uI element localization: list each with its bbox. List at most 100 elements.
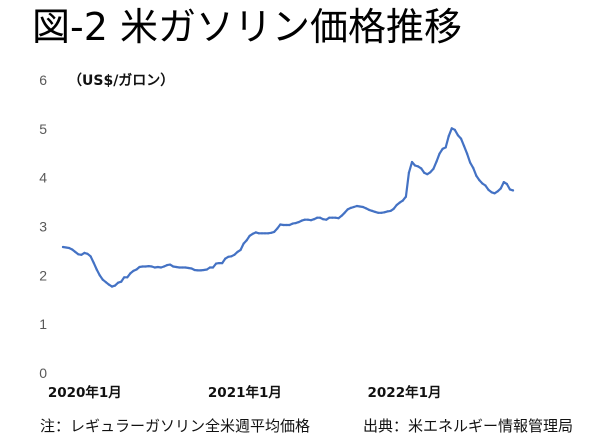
data-point [132, 269, 135, 272]
data-point [144, 265, 147, 268]
data-point [487, 188, 490, 191]
data-point [499, 187, 502, 190]
data-point [325, 218, 328, 221]
data-point [175, 265, 178, 269]
y-axis-tick-labels: 0 1 2 3 4 5 6 [39, 72, 47, 381]
data-point [233, 253, 236, 256]
data-point [153, 266, 156, 269]
y-axis-unit-label: （US$/ガロン） [68, 73, 174, 89]
data-point [147, 265, 150, 268]
data-point [361, 205, 365, 209]
data-point [227, 255, 230, 258]
y-tick-label: 3 [39, 219, 47, 235]
source-credit: 出典：米エネルギー情報管理局 [362, 417, 573, 435]
data-point [101, 278, 104, 281]
data-point [429, 171, 432, 174]
data-point [83, 251, 86, 254]
data-point [260, 232, 264, 235]
data-point [309, 219, 313, 222]
data-point [156, 265, 159, 269]
data-point [343, 211, 346, 214]
data-point [380, 211, 383, 214]
data-point [190, 267, 193, 270]
data-point [502, 181, 505, 184]
data-point [297, 221, 300, 224]
data-point [282, 223, 285, 227]
data-point [61, 245, 65, 249]
y-tick-label: 6 [39, 72, 47, 88]
data-point [211, 266, 215, 269]
data-point [104, 281, 107, 284]
data-point [462, 144, 466, 147]
data-point [120, 280, 123, 283]
data-point [511, 189, 515, 192]
data-point [420, 167, 423, 170]
data-point [505, 182, 508, 186]
y-tick-label: 1 [39, 316, 47, 332]
data-point [89, 255, 92, 258]
data-point [337, 217, 340, 220]
data-point [263, 232, 267, 235]
data-point [493, 192, 496, 195]
data-point [230, 255, 233, 258]
data-point [459, 137, 463, 140]
data-point [257, 232, 260, 235]
data-point [276, 227, 279, 230]
data-point [340, 214, 343, 217]
data-point [184, 266, 187, 269]
data-point [218, 262, 221, 265]
data-point [456, 134, 459, 137]
data-point [358, 205, 361, 208]
data-point [267, 232, 270, 235]
x-tick-label: 2020年1月 [48, 384, 122, 401]
chart-title: 図-2 米ガソリン価格推移 [32, 5, 462, 49]
data-point [74, 250, 77, 253]
data-point [413, 164, 417, 167]
data-point [178, 266, 181, 269]
data-point [126, 276, 129, 279]
y-tick-label: 0 [39, 365, 47, 381]
data-point [417, 165, 420, 168]
data-point [279, 223, 282, 226]
data-point [484, 184, 487, 187]
data-point [472, 166, 475, 169]
data-point [110, 285, 114, 288]
data-point [432, 167, 435, 170]
data-point [349, 206, 352, 209]
y-tick-label: 4 [39, 170, 47, 186]
data-point [331, 216, 334, 219]
data-point [319, 216, 322, 219]
data-point [95, 268, 98, 271]
data-point [65, 246, 68, 249]
data-point [407, 171, 410, 174]
data-point [270, 231, 273, 234]
data-point [447, 135, 450, 138]
data-point [239, 248, 242, 251]
data-point [389, 209, 392, 212]
data-point [150, 265, 153, 268]
data-point [208, 266, 211, 269]
data-point [141, 265, 144, 268]
data-point [395, 203, 398, 207]
data-point [202, 268, 205, 272]
data-point [435, 160, 438, 163]
data-point [107, 283, 110, 286]
data-point [383, 211, 386, 214]
data-point [300, 219, 303, 222]
data-point [475, 174, 478, 177]
data-point [221, 262, 224, 265]
data-point [187, 266, 190, 270]
data-point [466, 152, 469, 155]
data-point [478, 179, 481, 182]
data-point [92, 261, 95, 264]
data-point [303, 218, 306, 221]
data-point [98, 274, 101, 277]
data-point [80, 253, 83, 256]
data-point [159, 266, 163, 269]
data-point [355, 204, 358, 208]
data-point [77, 253, 80, 256]
data-point [316, 216, 319, 219]
data-point [291, 222, 294, 225]
data-point [368, 208, 371, 211]
data-point [251, 232, 254, 235]
